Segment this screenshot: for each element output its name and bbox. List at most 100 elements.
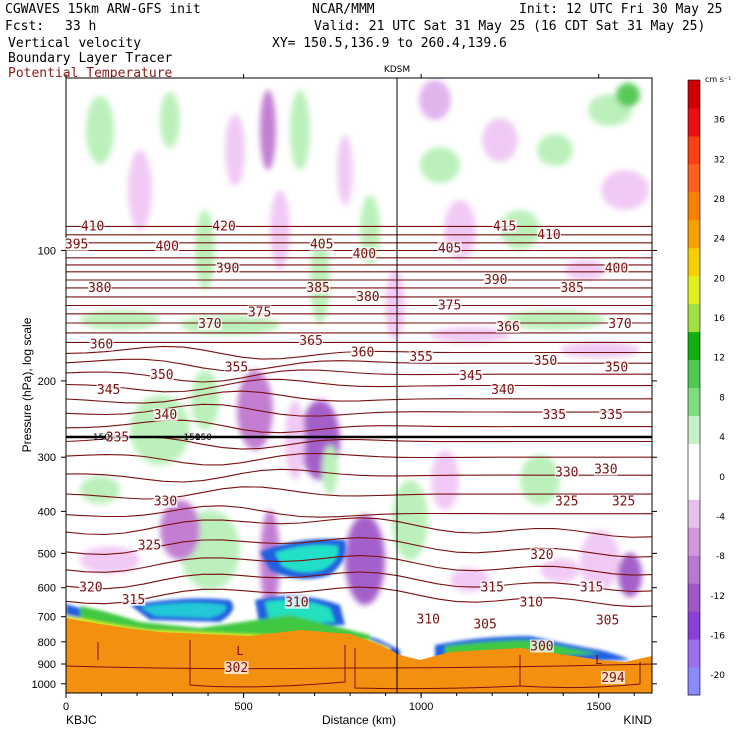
- contour-label: 294: [601, 671, 625, 686]
- contour-label: 340: [491, 383, 514, 398]
- right-station-label: KIND: [623, 713, 652, 727]
- colorbar-unit: cm s⁻¹: [705, 75, 731, 84]
- colorbar-label: 36: [714, 116, 726, 126]
- contour-label: 335: [106, 430, 129, 445]
- contour-label: 420: [212, 219, 235, 234]
- contour-label-bg: [554, 494, 579, 508]
- colorbar-label: -16: [710, 631, 725, 641]
- contour-label: 390: [216, 261, 239, 276]
- theta-contour-line: [66, 571, 652, 593]
- contour-label: 390: [484, 273, 507, 288]
- left-station-label: KBJC: [66, 713, 97, 727]
- contour-label: 375: [248, 305, 271, 320]
- contour-label-bg: [595, 613, 620, 627]
- contour-label-bg: [306, 280, 331, 294]
- surface-low-label: L: [595, 653, 602, 667]
- contour-label: 375: [438, 299, 461, 314]
- contour-label-bg: [212, 219, 237, 233]
- x-tick-label: 1000: [409, 701, 433, 713]
- contour-label-bg: [608, 317, 633, 331]
- colorbar-frame: [687, 79, 701, 696]
- contour-label-bg: [492, 219, 517, 233]
- contour-label-bg: [87, 280, 112, 294]
- contour-labels: 410 420 415 410 395 400 405 405 400 400 390 390 380 3…: [64, 219, 636, 686]
- colorbar-swatch: [688, 163, 700, 193]
- contour-label-bg: [437, 298, 462, 312]
- contour-label: 405: [438, 242, 461, 257]
- contour-label-bg: [604, 261, 629, 275]
- contour-label-bg: [153, 494, 178, 508]
- contour-label: 330: [594, 462, 617, 477]
- field-potential-temperature: Potential Temperature: [8, 66, 173, 81]
- x-tick-label: 0: [63, 701, 69, 713]
- colorbar-swatch: [688, 191, 700, 221]
- colorbar-label: 32: [714, 155, 725, 165]
- y-tick-label: 900: [38, 659, 56, 671]
- contour-label: 335: [599, 408, 622, 423]
- x-axis-label: Distance (km): [322, 713, 396, 727]
- x-tick-label: 1500: [586, 701, 610, 713]
- theta-contour-line: [66, 505, 652, 518]
- colorbar-swatch: [688, 135, 700, 165]
- contour-label-bg: [519, 595, 544, 609]
- contour-label-bg: [215, 261, 240, 275]
- tropopause-label: 150: [195, 433, 212, 443]
- contour-label: 405: [310, 238, 333, 253]
- contour-label-bg: [542, 408, 567, 422]
- colorbar-label: 16: [714, 314, 726, 324]
- contour-label: 366: [496, 320, 519, 335]
- contour-label-bg: [89, 337, 114, 351]
- y-tick-label: 500: [38, 548, 56, 560]
- contour-label: 365: [299, 334, 322, 349]
- contour-label: 370: [198, 317, 221, 332]
- contour-label-bg: [80, 219, 105, 233]
- colorbar-swatch: [688, 415, 700, 444]
- contour-label-bg: [490, 383, 515, 397]
- colorbar-label: 12: [714, 354, 725, 364]
- contour-label: 320: [530, 548, 553, 563]
- theta-contour-line: [66, 517, 652, 538]
- plot-frame: [65, 77, 653, 694]
- contour-label: 395: [65, 238, 88, 253]
- terrain-fill: [66, 618, 652, 693]
- contour-label-bg: [350, 345, 375, 359]
- contour-label-bg: [247, 305, 272, 319]
- colorbar: -20 -16 -12 -8 -4 0 4 8 12 16 20 24 28 32 36: [687, 79, 726, 696]
- contour-label-bg: [537, 227, 562, 241]
- contour-label-bg: [64, 237, 89, 251]
- colorbar-swatch: [688, 331, 700, 361]
- contour-label-bg: [560, 280, 585, 294]
- y-tick-label: 200: [38, 376, 56, 388]
- y-tick-label: 800: [38, 637, 56, 649]
- contour-label-bg: [78, 580, 103, 594]
- contour-label: 340: [154, 408, 177, 423]
- contour-label-bg: [611, 494, 636, 508]
- contour-label-bg: [483, 273, 508, 287]
- contour-label-bg: [137, 538, 162, 552]
- colorbar-swatch: [688, 247, 700, 277]
- contour-label-bg: [299, 334, 324, 348]
- colorbar-label: 24: [714, 235, 726, 245]
- colorbar-swatch: [688, 275, 700, 305]
- theta-contour-line: [66, 537, 652, 558]
- contour-label: 400: [155, 240, 178, 255]
- contour-label-bg: [224, 661, 249, 675]
- tropopause-label: 150: [183, 433, 200, 443]
- colorbar-swatch: [688, 667, 700, 696]
- contour-label: 305: [596, 614, 619, 629]
- colorbar-swatch: [688, 80, 700, 109]
- contour-label: 400: [353, 247, 376, 262]
- colorbar-swatch: [688, 583, 700, 612]
- contour-label: 370: [608, 317, 631, 332]
- contour-label: 310: [417, 612, 440, 627]
- contour-label-bg: [599, 408, 624, 422]
- colorbar-label: 20: [714, 274, 726, 284]
- y-tick-label: 100: [38, 245, 56, 257]
- y-tick-label: 1000: [32, 679, 56, 691]
- x-tick-label: 500: [234, 701, 252, 713]
- surface-labels: LL: [236, 644, 602, 667]
- contour-label-bg: [105, 430, 130, 444]
- x-axis: 0 500 1000 1500: [63, 74, 635, 713]
